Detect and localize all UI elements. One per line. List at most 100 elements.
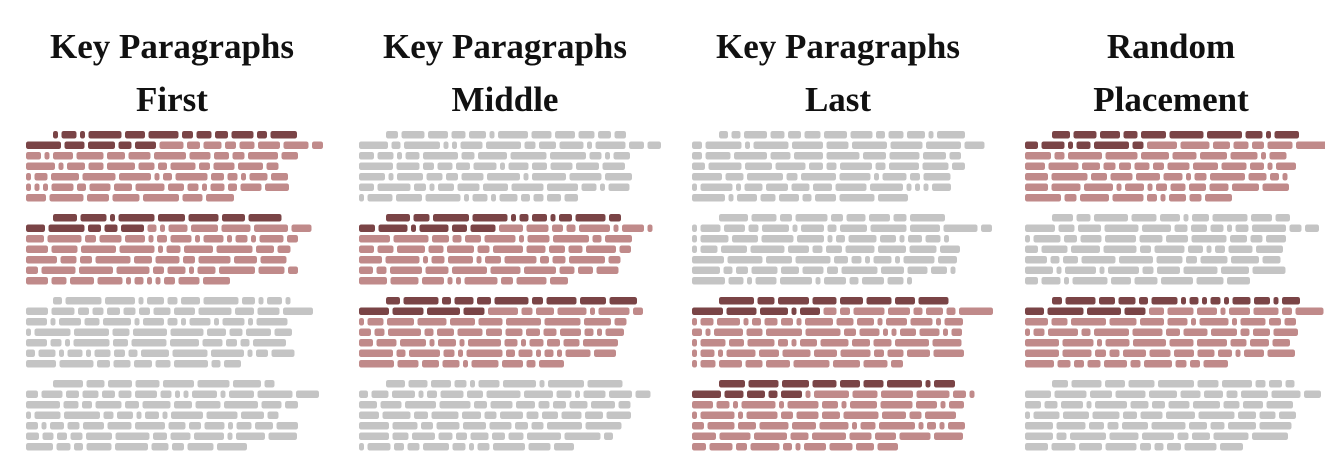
text-line-segment	[622, 225, 644, 233]
text-line-segment	[251, 235, 256, 243]
text-line-segment	[766, 329, 802, 337]
text-line-segment	[108, 422, 132, 430]
text-line-segment	[1251, 235, 1263, 243]
text-line-segment	[1055, 152, 1065, 160]
distractor-paragraph	[1025, 380, 1321, 451]
text-line-segment	[1252, 225, 1286, 233]
text-line-segment	[1169, 401, 1190, 409]
text-line-segment	[876, 163, 886, 171]
text-line-segment	[792, 142, 823, 150]
text-line-segment	[792, 422, 816, 430]
text-line-segment	[409, 350, 440, 358]
text-line-segment	[212, 360, 221, 368]
text-line-segment	[1236, 225, 1249, 233]
text-line-segment	[596, 142, 626, 150]
text-line-segment	[910, 214, 945, 222]
text-line-segment	[1095, 350, 1106, 358]
text-line-segment	[1034, 329, 1045, 337]
text-line-segment	[60, 360, 94, 368]
text-line-segment	[1140, 235, 1163, 243]
text-line-segment	[1106, 443, 1137, 451]
text-line-segment	[527, 225, 549, 233]
text-line-segment	[1052, 173, 1088, 181]
text-line-segment	[1025, 152, 1051, 160]
text-line-segment	[692, 225, 697, 233]
text-line-segment	[57, 443, 71, 451]
text-line-segment	[549, 246, 565, 254]
text-line-segment	[933, 339, 962, 347]
text-line-segment	[171, 412, 203, 420]
text-line-segment	[88, 225, 101, 233]
text-line-segment	[419, 391, 424, 399]
text-line-segment	[1087, 401, 1092, 409]
text-line-segment	[881, 267, 904, 275]
text-line-segment	[134, 256, 152, 264]
text-line-segment	[532, 297, 543, 305]
text-line-segment	[125, 131, 145, 139]
text-line-segment	[527, 433, 561, 441]
text-line-segment	[1110, 433, 1139, 441]
text-line-segment	[51, 173, 79, 181]
text-line-segment	[864, 360, 888, 368]
text-line-segment	[248, 152, 278, 160]
text-line-segment	[1227, 277, 1250, 285]
text-line-segment	[421, 422, 433, 430]
text-line-segment	[163, 380, 194, 388]
text-line-segment	[719, 131, 728, 139]
text-line-segment	[296, 391, 319, 399]
text-line-segment	[181, 318, 186, 326]
text-line-segment	[1104, 246, 1137, 254]
text-line-segment	[1081, 235, 1102, 243]
text-line-segment	[584, 318, 611, 326]
text-line-segment	[485, 412, 497, 420]
text-line-segment	[734, 152, 767, 160]
text-line-segment	[924, 184, 929, 192]
text-line-segment	[393, 308, 424, 316]
text-line-segment	[117, 412, 133, 420]
text-line-segment	[895, 339, 929, 347]
text-line-segment	[748, 339, 775, 347]
text-line-segment	[519, 235, 524, 243]
text-line-segment	[442, 297, 451, 305]
text-line-segment	[169, 422, 186, 430]
text-line-segment	[860, 329, 880, 337]
text-line-segment	[1064, 277, 1069, 285]
text-line-segment	[114, 360, 131, 368]
text-line-segment	[1080, 194, 1109, 202]
text-line-segment	[853, 391, 878, 399]
text-line-segment	[509, 433, 524, 441]
text-line-segment	[463, 360, 468, 368]
text-line-segment	[1025, 308, 1044, 316]
text-line-segment	[738, 422, 756, 430]
text-line-segment	[736, 443, 747, 451]
text-line-segment	[259, 267, 285, 275]
text-line-segment	[1078, 225, 1101, 233]
text-line-segment	[814, 350, 837, 358]
text-line-segment	[66, 297, 102, 305]
text-line-segment	[878, 443, 899, 451]
text-line-segment	[423, 163, 434, 171]
text-line-segment	[1068, 142, 1073, 150]
text-line-segment	[472, 360, 499, 368]
text-line-segment	[423, 152, 458, 160]
text-line-segment	[1048, 329, 1078, 337]
text-line-segment	[754, 142, 789, 150]
text-line-segment	[495, 297, 529, 305]
text-line-segment	[225, 142, 236, 150]
text-line-segment	[432, 256, 445, 264]
text-line-segment	[77, 152, 104, 160]
text-line-segment	[174, 308, 195, 316]
text-line-segment	[526, 329, 540, 337]
text-line-segment	[121, 225, 144, 233]
text-line-segment	[564, 339, 580, 347]
text-line-segment	[1290, 225, 1302, 233]
text-line-segment	[721, 246, 747, 254]
text-line-segment	[126, 277, 131, 285]
text-line-segment	[464, 308, 485, 316]
text-line-segment	[506, 350, 515, 358]
text-line-segment	[1124, 131, 1138, 139]
text-line-segment	[51, 339, 62, 347]
text-line-segment	[205, 422, 225, 430]
text-line-segment	[1143, 267, 1154, 275]
text-line-segment	[260, 235, 284, 243]
